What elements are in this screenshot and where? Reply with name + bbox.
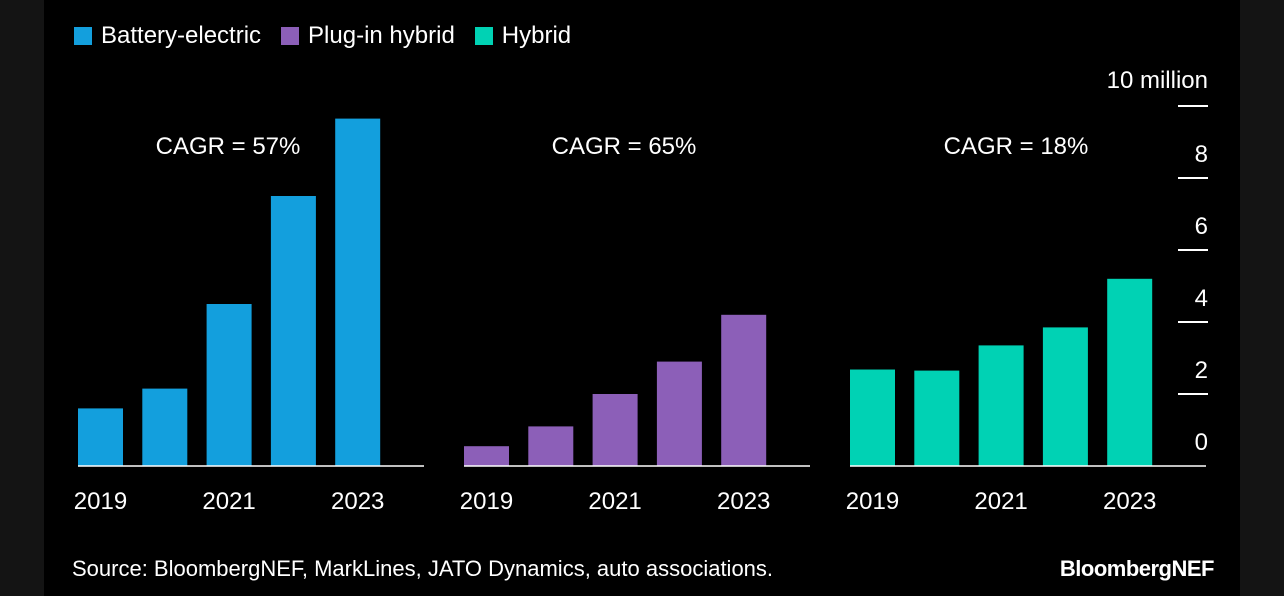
brand-logo: BloombergNEF bbox=[1059, 556, 1215, 581]
bar-hybrid-2020 bbox=[914, 370, 960, 466]
bar-plug-in-hybrid-2022 bbox=[656, 361, 702, 466]
cagr-annotation: CAGR = 18% bbox=[944, 133, 1089, 160]
cagr-annotation: CAGR = 65% bbox=[552, 133, 697, 160]
bar-hybrid-2023 bbox=[1107, 278, 1153, 466]
bar-plug-in-hybrid-2019 bbox=[464, 446, 509, 466]
chart-frame: Battery-electric Plug-in hybrid Hybrid 1… bbox=[44, 0, 1240, 596]
bar-plug-in-hybrid-2021 bbox=[592, 394, 638, 466]
legend-swatch-plug-in-hybrid bbox=[281, 27, 300, 45]
bar-battery-electric-2021 bbox=[206, 304, 252, 466]
legend-item-plug-in-hybrid: Plug-in hybrid bbox=[281, 22, 455, 50]
y-axis-unit-label: 10 million bbox=[1107, 67, 1208, 94]
bar-hybrid-2021 bbox=[978, 345, 1024, 466]
x-axis: 2019 2021 2023 2019 2021 2023 2019 2021 2023 bbox=[74, 465, 1206, 515]
legend-label-battery-electric: Battery-electric bbox=[101, 22, 262, 49]
legend-item-battery-electric: Battery-electric bbox=[74, 22, 261, 50]
x-tick-label: 2021 bbox=[202, 488, 255, 515]
legend: Battery-electric Plug-in hybrid Hybrid bbox=[74, 22, 571, 50]
bar-battery-electric-2023 bbox=[335, 118, 381, 466]
cagr-annotation: CAGR = 57% bbox=[156, 133, 301, 160]
y-tick-label: 0 bbox=[1195, 429, 1208, 456]
x-tick-label: 2023 bbox=[1103, 488, 1156, 515]
bar-battery-electric-2019 bbox=[78, 408, 123, 466]
legend-label-plug-in-hybrid: Plug-in hybrid bbox=[308, 22, 455, 49]
y-tick-label: 2 bbox=[1195, 357, 1208, 384]
legend-swatch-battery-electric bbox=[74, 27, 92, 45]
y-tick-label: 8 bbox=[1195, 141, 1208, 168]
bar-battery-electric-2020 bbox=[142, 388, 188, 466]
legend-label-hybrid: Hybrid bbox=[501, 22, 572, 49]
x-tick-label: 2019 bbox=[846, 488, 899, 515]
bar-hybrid-2022 bbox=[1042, 327, 1088, 466]
x-tick-label: 2021 bbox=[588, 488, 641, 515]
y-tick-label: 4 bbox=[1195, 285, 1208, 312]
bar-plug-in-hybrid-2023 bbox=[721, 314, 767, 466]
x-tick-label: 2023 bbox=[717, 488, 770, 515]
bar-plug-in-hybrid-2020 bbox=[528, 426, 574, 466]
x-tick-label: 2019 bbox=[460, 488, 513, 515]
x-tick-label: 2019 bbox=[74, 488, 127, 515]
legend-item-hybrid: Hybrid bbox=[474, 22, 572, 50]
bar-hybrid-2019 bbox=[850, 369, 895, 466]
y-axis: 10 million 0 2 4 6 8 bbox=[1107, 67, 1208, 456]
bar-battery-electric-2022 bbox=[270, 196, 316, 466]
bars bbox=[78, 118, 1153, 466]
y-tick-label: 6 bbox=[1195, 213, 1208, 240]
annotations: CAGR = 57% CAGR = 65% CAGR = 18% bbox=[156, 133, 1089, 160]
x-tick-label: 2021 bbox=[974, 488, 1027, 515]
legend-swatch-hybrid bbox=[474, 27, 493, 45]
source-note: Source: BloombergNEF, MarkLines, JATO Dy… bbox=[72, 556, 774, 581]
x-tick-label: 2023 bbox=[331, 488, 384, 515]
